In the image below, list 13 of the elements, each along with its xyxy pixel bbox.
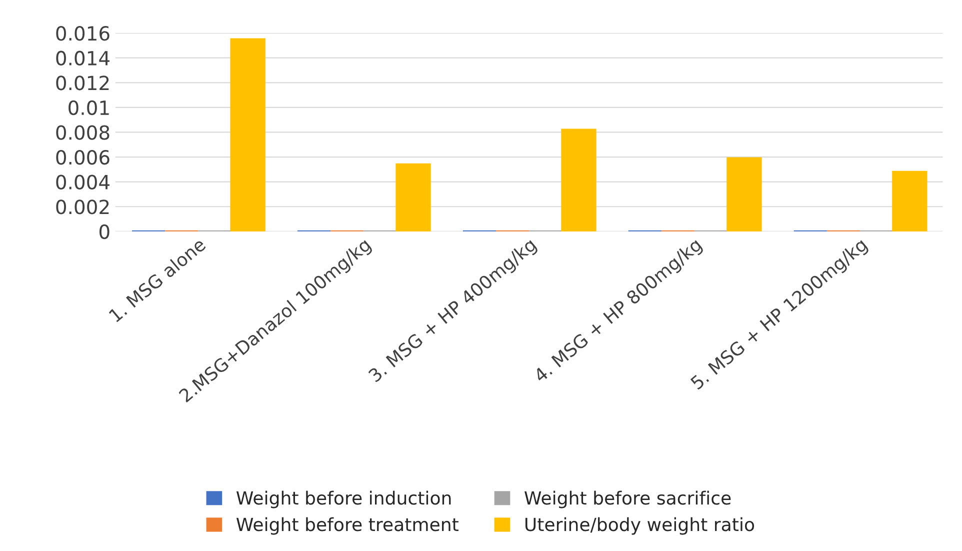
y-tick-label: 0.002 (56, 200, 109, 214)
y-tick-label: 0.014 (56, 50, 110, 66)
y-tick-label: 0.006 (56, 150, 110, 165)
y-tick-label: 0.01 (68, 100, 109, 116)
y-tick-label: 0.012 (56, 76, 109, 90)
y-tick-label: 0.016 (56, 26, 110, 41)
legend-label: Weight before sacrifice (524, 490, 731, 508)
legend-label: Uterine/body weight ratio (525, 517, 754, 535)
legend-label: Weight before treatment (236, 517, 458, 535)
legend-label: Weight before induction (236, 490, 451, 508)
y-tick-label: 0.004 (56, 174, 110, 190)
y-tick-label: 0 (99, 224, 110, 240)
y-tick-label: 0.008 (56, 125, 110, 140)
